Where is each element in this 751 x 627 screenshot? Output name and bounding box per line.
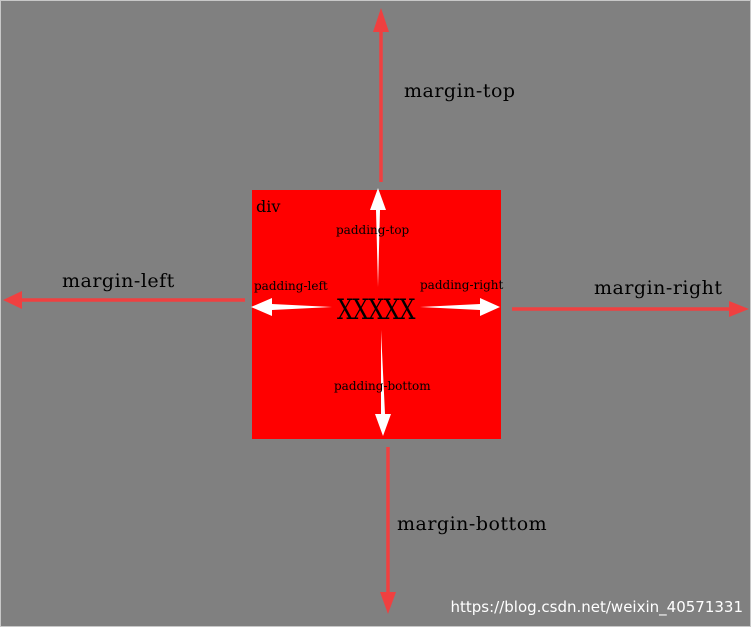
margin-left-arrowhead xyxy=(3,291,22,309)
div-label: div xyxy=(256,197,281,216)
margin-right-arrowhead xyxy=(729,301,749,317)
watermark-url: https://blog.csdn.net/weixin_40571331 xyxy=(450,598,743,616)
div-box xyxy=(252,190,501,439)
padding-bottom-arrow xyxy=(375,330,391,436)
padding-top-label: padding-top xyxy=(336,223,410,237)
content-text: XXXXX xyxy=(337,293,415,326)
padding-bottom-label: padding-bottom xyxy=(334,379,431,393)
margin-left-label: margin-left xyxy=(62,270,175,292)
margin-right-label: margin-right xyxy=(594,277,723,299)
margin-top-arrowhead xyxy=(373,8,389,32)
padding-right-label: padding-right xyxy=(420,278,504,292)
margin-bottom-label: margin-bottom xyxy=(397,513,548,535)
margin-top-label: margin-top xyxy=(404,80,516,102)
padding-top-arrow xyxy=(370,188,386,287)
margin-bottom-arrowhead xyxy=(380,592,396,614)
padding-left-arrow xyxy=(251,298,332,316)
padding-right-arrow xyxy=(420,298,500,316)
padding-left-label: padding-left xyxy=(254,279,328,293)
